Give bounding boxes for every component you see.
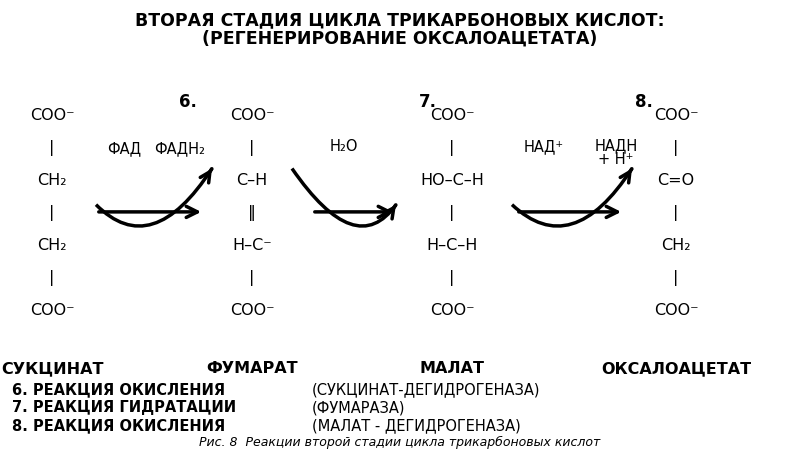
Text: ФАДН₂: ФАДН₂ (154, 141, 206, 156)
Text: HO–C–H: HO–C–H (420, 172, 484, 188)
Text: COO⁻: COO⁻ (230, 107, 274, 123)
Text: ВТОРАЯ СТАДИЯ ЦИКЛА ТРИКАРБОНОВЫХ КИСЛОТ:: ВТОРАЯ СТАДИЯ ЦИКЛА ТРИКАРБОНОВЫХ КИСЛОТ… (135, 11, 665, 29)
Text: COO⁻: COO⁻ (654, 107, 698, 123)
Text: |: | (674, 204, 678, 221)
Text: |: | (450, 269, 454, 285)
Text: ОКСАЛОАЦЕТАТ: ОКСАЛОАЦЕТАТ (601, 360, 751, 375)
Text: 7.: 7. (419, 92, 437, 110)
Text: НАД⁺: НАД⁺ (524, 139, 564, 154)
Text: 8.: 8. (635, 92, 653, 110)
Text: (МАЛАТ - ДЕГИДРОГЕНАЗА): (МАЛАТ - ДЕГИДРОГЕНАЗА) (312, 417, 521, 433)
Text: |: | (250, 269, 254, 285)
Text: |: | (50, 139, 54, 156)
Text: 7. РЕАКЦИЯ ГИДРАТАЦИИ: 7. РЕАКЦИЯ ГИДРАТАЦИИ (12, 399, 236, 414)
Text: COO⁻: COO⁻ (430, 302, 474, 318)
Text: |: | (674, 139, 678, 156)
Text: CH₂: CH₂ (38, 172, 66, 188)
Text: H₂O: H₂O (330, 139, 358, 154)
Text: НАДН: НАДН (594, 138, 638, 153)
Text: COO⁻: COO⁻ (230, 302, 274, 318)
Text: CH₂: CH₂ (38, 237, 66, 253)
Text: |: | (50, 204, 54, 221)
Text: ФУМАРАТ: ФУМАРАТ (206, 360, 298, 375)
Text: |: | (674, 269, 678, 285)
Text: + H⁺: + H⁺ (598, 151, 634, 166)
Text: COO⁻: COO⁻ (30, 107, 74, 123)
Text: (ФУМАРАЗА): (ФУМАРАЗА) (312, 399, 406, 414)
Text: C–H: C–H (236, 172, 268, 188)
Text: |: | (450, 204, 454, 221)
Text: |: | (50, 269, 54, 285)
Text: ‖: ‖ (248, 204, 256, 221)
Text: 6.: 6. (179, 92, 197, 110)
Text: COO⁻: COO⁻ (430, 107, 474, 123)
Text: 8. РЕАКЦИЯ ОКИСЛЕНИЯ: 8. РЕАКЦИЯ ОКИСЛЕНИЯ (12, 417, 226, 433)
Text: CH₂: CH₂ (662, 237, 690, 253)
Text: H–C–H: H–C–H (426, 237, 478, 253)
Text: Рис. 8  Реакции второй стадии цикла трикарбоновых кислот: Рис. 8 Реакции второй стадии цикла трика… (199, 435, 601, 447)
Text: COO⁻: COO⁻ (654, 302, 698, 318)
Text: |: | (450, 139, 454, 156)
Text: СУКЦИНАТ: СУКЦИНАТ (1, 360, 103, 375)
Text: (РЕГЕНЕРИРОВАНИЕ ОКСАЛОАЦЕТАТА): (РЕГЕНЕРИРОВАНИЕ ОКСАЛОАЦЕТАТА) (202, 29, 598, 47)
Text: |: | (250, 139, 254, 156)
Text: (СУКЦИНАТ-ДЕГИДРОГЕНАЗА): (СУКЦИНАТ-ДЕГИДРОГЕНАЗА) (312, 381, 541, 396)
Text: H–C⁻: H–C⁻ (232, 237, 272, 253)
Text: COO⁻: COO⁻ (30, 302, 74, 318)
Text: C=O: C=O (658, 172, 694, 188)
Text: МАЛАТ: МАЛАТ (419, 360, 485, 375)
Text: 6. РЕАКЦИЯ ОКИСЛЕНИЯ: 6. РЕАКЦИЯ ОКИСЛЕНИЯ (12, 381, 225, 396)
Text: ФАД: ФАД (107, 141, 141, 156)
